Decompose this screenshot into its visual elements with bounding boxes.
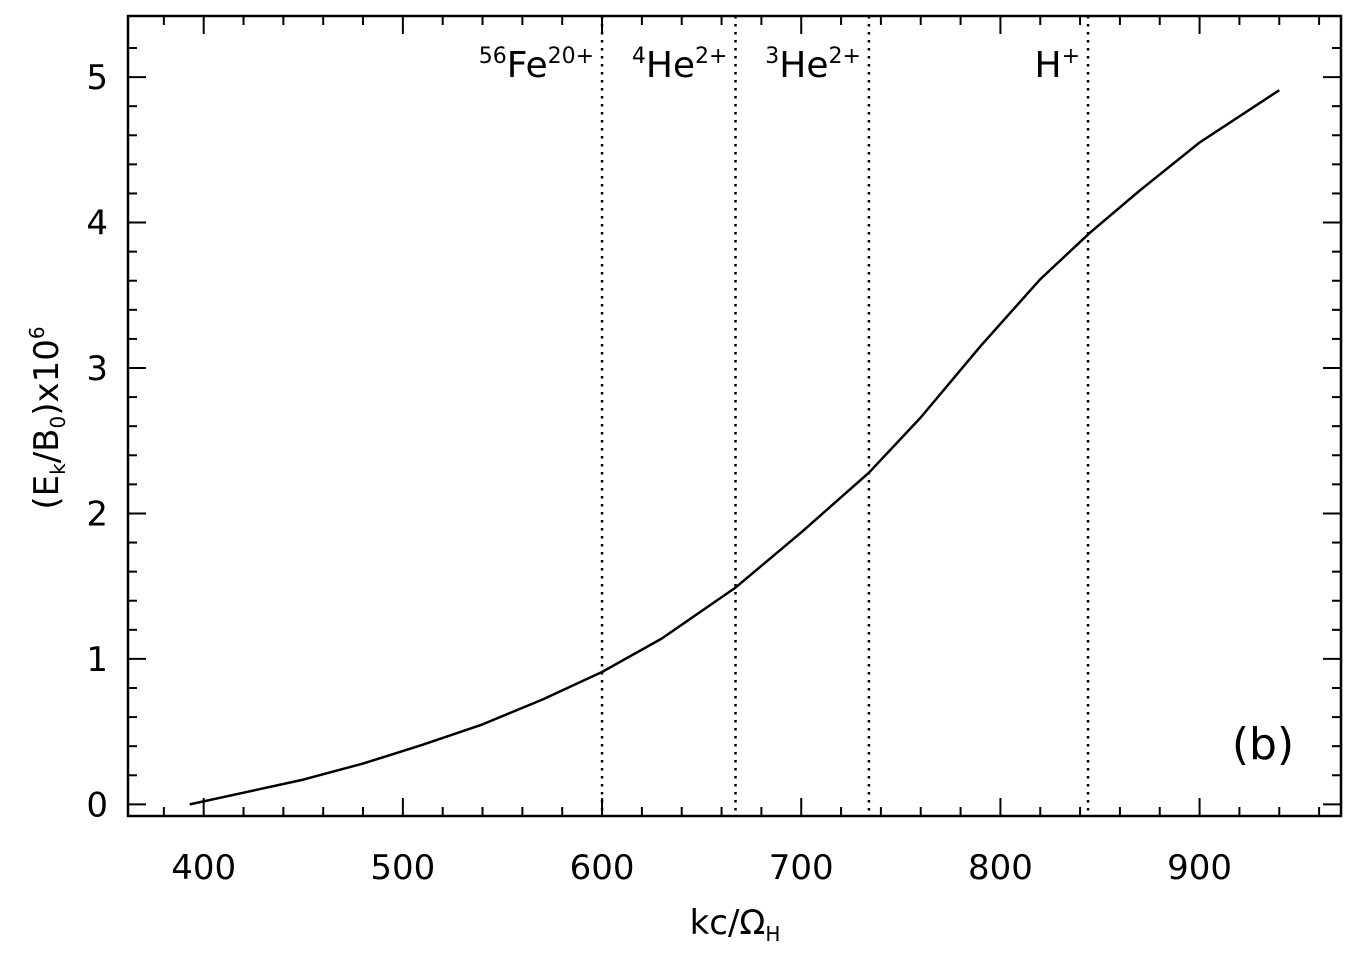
y-tick-label: 5 [86, 58, 108, 98]
x-tick-label: 800 [968, 848, 1033, 888]
panel-label: (b) [1232, 719, 1294, 770]
y-tick-label: 1 [86, 640, 108, 680]
data-series-line [189, 89, 1280, 806]
x-tick-label: 600 [570, 848, 635, 888]
ion-label: 3He2+ [765, 44, 861, 86]
y-axis-title: (Ek/B0)x106 [25, 326, 70, 509]
y-tick-label: 0 [86, 785, 108, 825]
axis-ticks [128, 16, 1341, 816]
ion-label: H+ [1035, 44, 1081, 86]
x-tick-label: 500 [370, 848, 435, 888]
y-tick-labels: 0 1 2 3 4 5 [86, 58, 108, 825]
x-axis-title: kc/ΩH [690, 903, 781, 946]
ion-label: 4He2+ [632, 44, 728, 86]
ion-resonance-lines: 56Fe20+ 4He2+ 3He2+ H+ [479, 16, 1090, 816]
y-tick-label: 3 [86, 349, 108, 389]
x-tick-label: 400 [171, 848, 236, 888]
x-tick-label: 700 [769, 848, 834, 888]
y-tick-label: 4 [86, 204, 108, 244]
x-tick-labels: 400 500 600 700 800 900 [171, 848, 1232, 888]
series-group [189, 89, 1280, 806]
y-tick-label: 2 [86, 494, 108, 534]
x-tick-label: 900 [1167, 848, 1232, 888]
ion-label: 56Fe20+ [479, 44, 594, 86]
